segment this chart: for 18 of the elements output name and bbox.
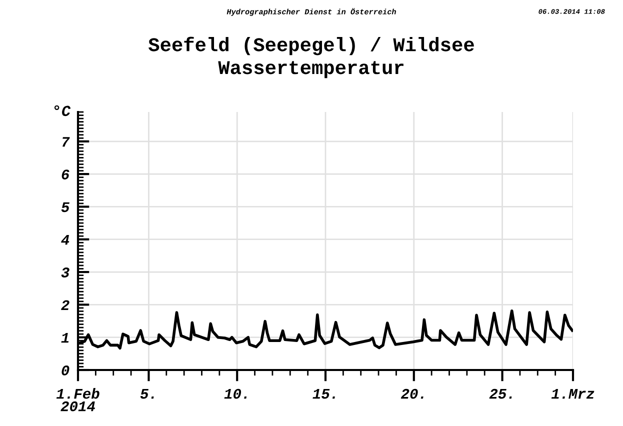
- y-tick-label: 0: [62, 366, 70, 376]
- y-tick-label: 5: [61, 202, 70, 212]
- y-tick-label: 4: [61, 235, 70, 245]
- y-tick-label: 1: [61, 333, 69, 343]
- y-tick-label: 2: [61, 300, 70, 310]
- x-tick-label: 1.Mrz: [551, 389, 594, 399]
- y-axis-title: °C: [54, 105, 71, 116]
- y-tick-label: 7: [62, 137, 70, 147]
- x-tick-label: 20.: [400, 388, 424, 399]
- x-tick-label: 10.: [224, 388, 247, 399]
- y-tick-label: 6: [62, 170, 70, 180]
- x-tick-label: 1.Feb 2014: [56, 388, 100, 412]
- chart-title: Seefeld (Seepegel) / Wildsee: [148, 36, 474, 56]
- chart-subtitle: Wassertemperatur: [218, 61, 404, 78]
- x-tick-label: 5.: [140, 389, 154, 399]
- x-tick-label: 15.: [312, 389, 335, 399]
- x-tick-label: 25.: [489, 388, 512, 399]
- y-tick-label: 3: [61, 268, 70, 278]
